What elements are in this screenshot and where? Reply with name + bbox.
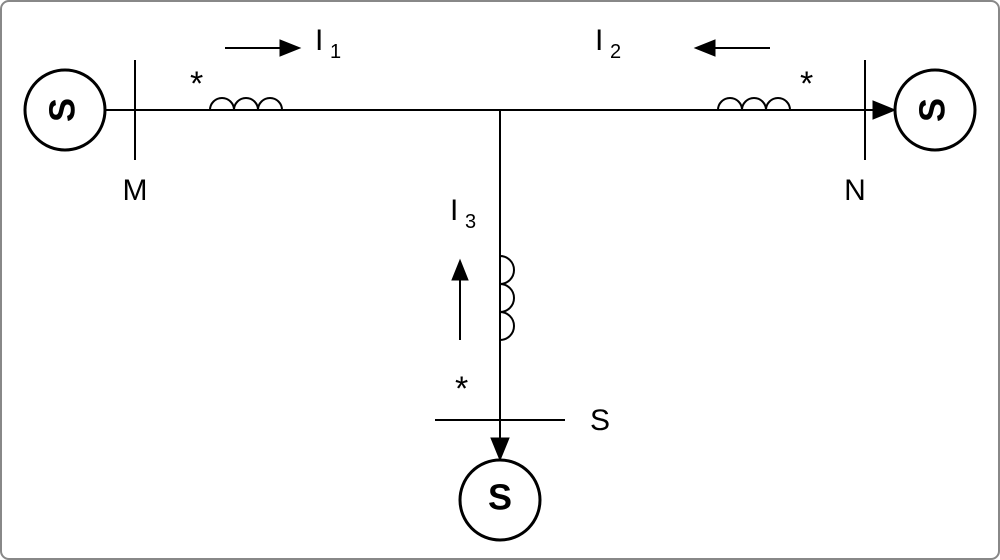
arrow-to-n bbox=[873, 101, 895, 119]
ct-i2: * I 2 bbox=[595, 24, 813, 110]
source-bottom: S bbox=[460, 460, 540, 540]
t-line-diagram: M N S S S S * I 1 * I 2 bbox=[0, 0, 1000, 560]
bus-s-label: S bbox=[590, 404, 610, 437]
i2-label: I bbox=[595, 24, 603, 57]
i3-ref-arrow-head bbox=[452, 260, 468, 280]
bus-m-label: M bbox=[123, 174, 148, 207]
i1-sub: 1 bbox=[330, 41, 341, 63]
ct-i1-dot: * bbox=[190, 65, 203, 103]
ct-i1: * I 1 bbox=[190, 24, 341, 110]
source-bottom-label: S bbox=[488, 477, 512, 518]
arrow-to-s bbox=[491, 438, 509, 460]
source-right: S bbox=[895, 70, 975, 150]
source-right-label: S bbox=[912, 98, 953, 122]
i3-sub: 3 bbox=[465, 211, 476, 233]
i2-sub: 2 bbox=[610, 41, 621, 63]
ct-i2-dot: * bbox=[800, 65, 813, 103]
source-left-label: S bbox=[42, 98, 83, 122]
i1-label: I bbox=[315, 24, 323, 57]
ct-i3-dot: * bbox=[455, 370, 468, 408]
ct-i3: * I 3 bbox=[450, 194, 514, 408]
i3-label: I bbox=[450, 194, 458, 227]
bus-n-label: N bbox=[844, 174, 866, 207]
i2-ref-arrow-head bbox=[695, 40, 715, 56]
i1-ref-arrow-head bbox=[280, 40, 300, 56]
source-left: S bbox=[25, 70, 105, 150]
